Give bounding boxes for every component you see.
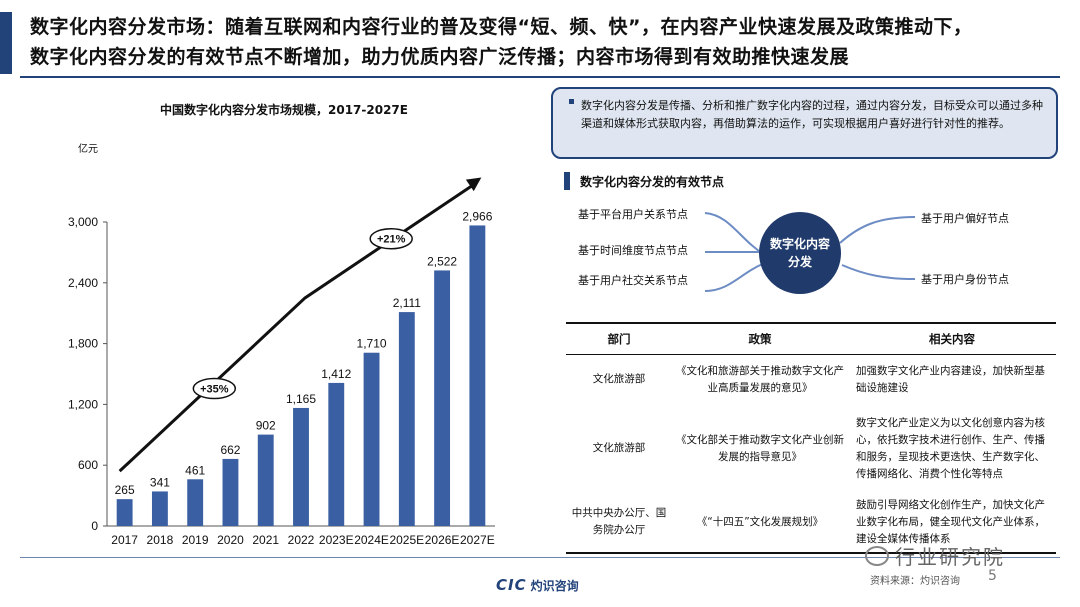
- cagr-label-2: +21%: [377, 234, 406, 246]
- table-header-row: 部门 政策 相关内容: [566, 322, 1056, 355]
- chat-bubble-icon: [865, 545, 889, 566]
- data-label-2018: 341: [150, 475, 170, 489]
- bar-2024E: [363, 352, 380, 526]
- cagr-label-1: +35%: [200, 384, 229, 396]
- source-note: 资料来源：灼识咨询: [870, 576, 960, 587]
- page-number: 5: [988, 568, 997, 584]
- data-label-2021: 902: [256, 419, 276, 433]
- table-row: 文化旅游部 《文化部关于推动数字文化产业创新发展的指导意见》 数字文化产业定义为…: [566, 405, 1056, 493]
- logo-mark: CIC: [496, 576, 527, 594]
- y-axis-unit: 亿元: [78, 144, 98, 155]
- y-tick-label: 1,800: [68, 337, 98, 351]
- bar-2022: [293, 407, 309, 526]
- cell-dept: 文化旅游部: [592, 373, 646, 386]
- x-tick-label-2019: 2019: [182, 533, 209, 547]
- data-label-2023E: 1,412: [321, 367, 351, 381]
- node-connector-lines: [704, 212, 916, 292]
- footer-divider: [20, 557, 1060, 558]
- x-tick-label-2020: 2020: [217, 533, 244, 547]
- y-tick-label: 1,200: [68, 397, 98, 411]
- bar-2019: [187, 479, 204, 526]
- header-divider: [20, 76, 1060, 78]
- definition-text: 数字化内容分发是传播、分析和推广数字化内容的过程，通过内容分发，目标受众可以通过…: [581, 99, 1043, 130]
- cell-dept: 文化旅游部: [592, 442, 646, 454]
- y-tick-label: 3,000: [68, 215, 98, 229]
- header-content: 相关内容: [848, 322, 1056, 355]
- nodes-section-title: 数字化内容分发的有效节点: [580, 175, 725, 189]
- bar-2026E: [434, 270, 451, 526]
- bar-2027E: [469, 225, 486, 527]
- cell-content: 加强数字文化产业内容建设，加快新型基础设施建设: [856, 364, 1045, 394]
- page-title-line-1: 数字化内容分发市场：随着互联网和内容行业的普及变得“短、频、快”，在内容产业快速…: [30, 16, 973, 38]
- logo-text: 灼识咨询: [530, 578, 579, 593]
- y-tick-label: 600: [78, 458, 98, 472]
- header-policy: 政策: [672, 322, 848, 355]
- data-label-2026E: 2,522: [427, 254, 457, 268]
- data-label-2024E: 1,710: [357, 337, 387, 351]
- node-right-1: 基于用户偏好节点: [921, 212, 1009, 225]
- x-tick-label-2025E: 2025E: [389, 533, 424, 547]
- cagr-label-2-ellipse: [369, 227, 413, 250]
- company-logo: CIC 灼识咨询: [496, 576, 579, 594]
- cell-content: 数字文化产业定义为以文化创意内容为核心，依托数字技术进行创作、生产、传播和服务，…: [856, 416, 1045, 480]
- x-tick-label-2017: 2017: [111, 533, 138, 547]
- cagr-label-1-ellipse: [192, 377, 237, 400]
- page-title-line-2: 数字化内容分发的有效节点不断增加，助力优质内容广泛传播；内容市场得到有效助推快速…: [30, 46, 850, 68]
- page-title: 数字化内容分发市场：随着互联网和内容行业的普及变得“短、频、快”，在内容产业快速…: [30, 12, 1070, 72]
- bar-2021: [257, 434, 274, 526]
- data-label-2022: 1,165: [286, 392, 316, 406]
- x-tick-label-2021: 2021: [252, 533, 279, 547]
- trend-arrowhead: [465, 177, 482, 192]
- bar-2018: [151, 491, 168, 526]
- definition-bullet: [569, 99, 574, 104]
- trend-line: [118, 182, 477, 473]
- bar-2023E: [328, 382, 345, 526]
- data-label-2017: 265: [115, 483, 135, 497]
- node-left-1: 基于平台用户关系节点: [578, 208, 688, 221]
- data-label-2025E: 2,111: [393, 296, 422, 310]
- node-left-3: 基于用户社交关系节点: [578, 274, 688, 287]
- data-label-2020: 662: [220, 443, 240, 457]
- channel-badge: 行业研究院: [865, 541, 1005, 570]
- node-left-2: 基于时间维度节点节点: [578, 244, 688, 257]
- y-tick-label: 2,400: [68, 276, 98, 290]
- bar-2025E: [398, 312, 415, 526]
- section-accent-bar: [564, 172, 570, 190]
- bar-2017: [116, 499, 133, 526]
- table-row: 中共中央办公厅、国务院办公厅 《“十四五”文化发展规划》 鼓励引导网络文化创作生…: [566, 492, 1056, 554]
- data-label-2027E: 2,966: [462, 209, 492, 223]
- x-tick-label-2024E: 2024E: [354, 533, 389, 547]
- x-tick-label-2026E: 2026E: [425, 533, 460, 547]
- x-tick-label-2022: 2022: [288, 533, 315, 547]
- definition-box: 数字化内容分发是传播、分析和推广数字化内容的过程，通过内容分发，目标受众可以通过…: [551, 87, 1058, 159]
- cell-content: 鼓励引导网络文化创作生产，加快文化产业数字化布局，健全现代文化产业体系，建设全媒…: [848, 492, 1056, 554]
- chart-title: 中国数字化内容分发市场规模，2017-2027E: [160, 103, 408, 117]
- cell-dept: 中共中央办公厅、国务院办公厅: [566, 492, 672, 554]
- x-tick-label-2023E: 2023E: [319, 533, 354, 547]
- market-size-bar-chart: 0 600 1,200 1,800 2,400 3,000 265 2017 341 2018 46…: [68, 177, 495, 547]
- header-dept: 部门: [566, 322, 672, 355]
- bar-2020: [222, 458, 239, 526]
- hub-circle: 数字化内容分发: [759, 212, 841, 294]
- cell-policy: 《文化和旅游部关于推动数字文化产业高质量发展的意见》: [676, 364, 844, 394]
- title-accent-bar: [0, 12, 12, 74]
- data-label-2019: 461: [185, 463, 205, 477]
- policy-table: 部门 政策 相关内容 文化旅游部 《文化和旅游部关于推动数字文化产业高质量发展的…: [566, 322, 1056, 554]
- y-tick-label: 0: [91, 519, 98, 533]
- cell-policy: 《文化部关于推动数字文化产业创新发展的指导意见》: [676, 433, 844, 463]
- cell-policy: 《“十四五”文化发展规划》: [672, 492, 848, 554]
- x-tick-label-2027E: 2027E: [460, 533, 495, 547]
- x-tick-label-2018: 2018: [147, 533, 174, 547]
- node-right-2: 基于用户身份节点: [921, 273, 1009, 286]
- table-row: 文化旅游部 《文化和旅游部关于推动数字文化产业高质量发展的意见》 加强数字文化产…: [566, 355, 1056, 405]
- channel-badge-text: 行业研究院: [895, 545, 1005, 569]
